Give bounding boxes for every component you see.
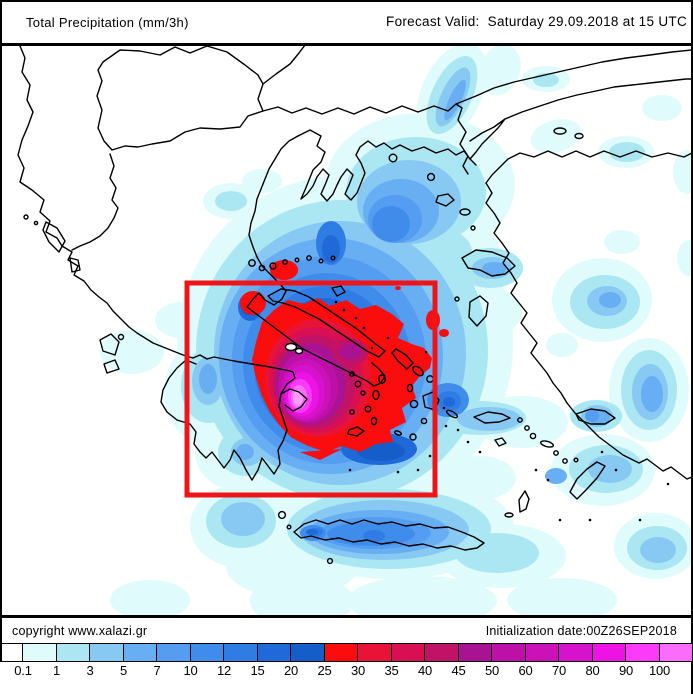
forecast-valid-label: Forecast Valid: Saturday 29.09.2018 at 1… [386, 14, 687, 29]
header-separator [0, 43, 693, 46]
legend-cell-0 [0, 644, 23, 661]
legend-label-35: 35 [384, 663, 399, 678]
copyright-text: copyright www.xalazi.gr [12, 624, 148, 638]
map-title: Total Precipitation (mm/3h) [26, 15, 189, 30]
legend-label-5: 5 [119, 663, 128, 678]
legend-label-40: 40 [417, 663, 433, 678]
legend-label-0.1: 0.1 [14, 663, 32, 678]
legend-colorbar [0, 643, 693, 662]
border-top [0, 0, 693, 2]
legend-labels: 0.1 1 3 5 7 10 12 15 20 25 30 35 40 45 50 60 70 80 90 100 [0, 663, 693, 681]
legend-cell-13 [425, 644, 459, 661]
legend-cell-6 [190, 644, 224, 661]
legend-label-25: 25 [317, 663, 332, 678]
legend-label-1: 1 [52, 663, 61, 678]
highlight-rectangle [184, 280, 438, 498]
precipitation-shading [100, 46, 691, 615]
legend-cell-2 [56, 644, 90, 661]
legend-label-3: 3 [86, 663, 94, 678]
legend-cell-9 [291, 644, 325, 661]
legend-cell-14 [458, 644, 492, 661]
legend-cell-18 [592, 644, 626, 661]
legend-cell-16 [525, 644, 559, 661]
initialization-date-text: Initialization date:00Z26SEP2018 [485, 624, 677, 638]
greece-precipitation-map [17, 46, 691, 615]
coastlines [17, 46, 691, 565]
legend-label-7: 7 [153, 663, 161, 678]
legend-label-12: 12 [216, 663, 232, 678]
legend-cell-7 [224, 644, 258, 661]
legend-label-80: 80 [585, 663, 600, 678]
legend-cell-17 [559, 644, 593, 661]
legend-cell-8 [257, 644, 291, 661]
legend-cell-4 [123, 644, 157, 661]
legend-cell-10 [324, 644, 358, 661]
legend-label-100: 100 [648, 663, 671, 678]
legend-label-90: 90 [618, 663, 634, 678]
legend-cell-1 [23, 644, 57, 661]
legend-label-45: 45 [451, 663, 466, 678]
legend-label-20: 20 [283, 663, 299, 678]
legend-label-15: 15 [250, 663, 265, 678]
legend-cell-19 [626, 644, 660, 661]
legend-label-50: 50 [484, 663, 500, 678]
legend-cell-12 [391, 644, 425, 661]
legend-cell-11 [358, 644, 392, 661]
map-bottom-separator [0, 615, 693, 618]
border-left [0, 0, 2, 662]
legend-cell-5 [157, 644, 191, 661]
legend-label-70: 70 [551, 663, 567, 678]
legend-cell-20 [659, 644, 693, 661]
legend-label-30: 30 [350, 663, 366, 678]
border-right [691, 0, 693, 694]
legend-label-60: 60 [518, 663, 533, 678]
legend-cell-3 [90, 644, 124, 661]
legend-cell-15 [492, 644, 526, 661]
legend-label-10: 10 [183, 663, 198, 678]
